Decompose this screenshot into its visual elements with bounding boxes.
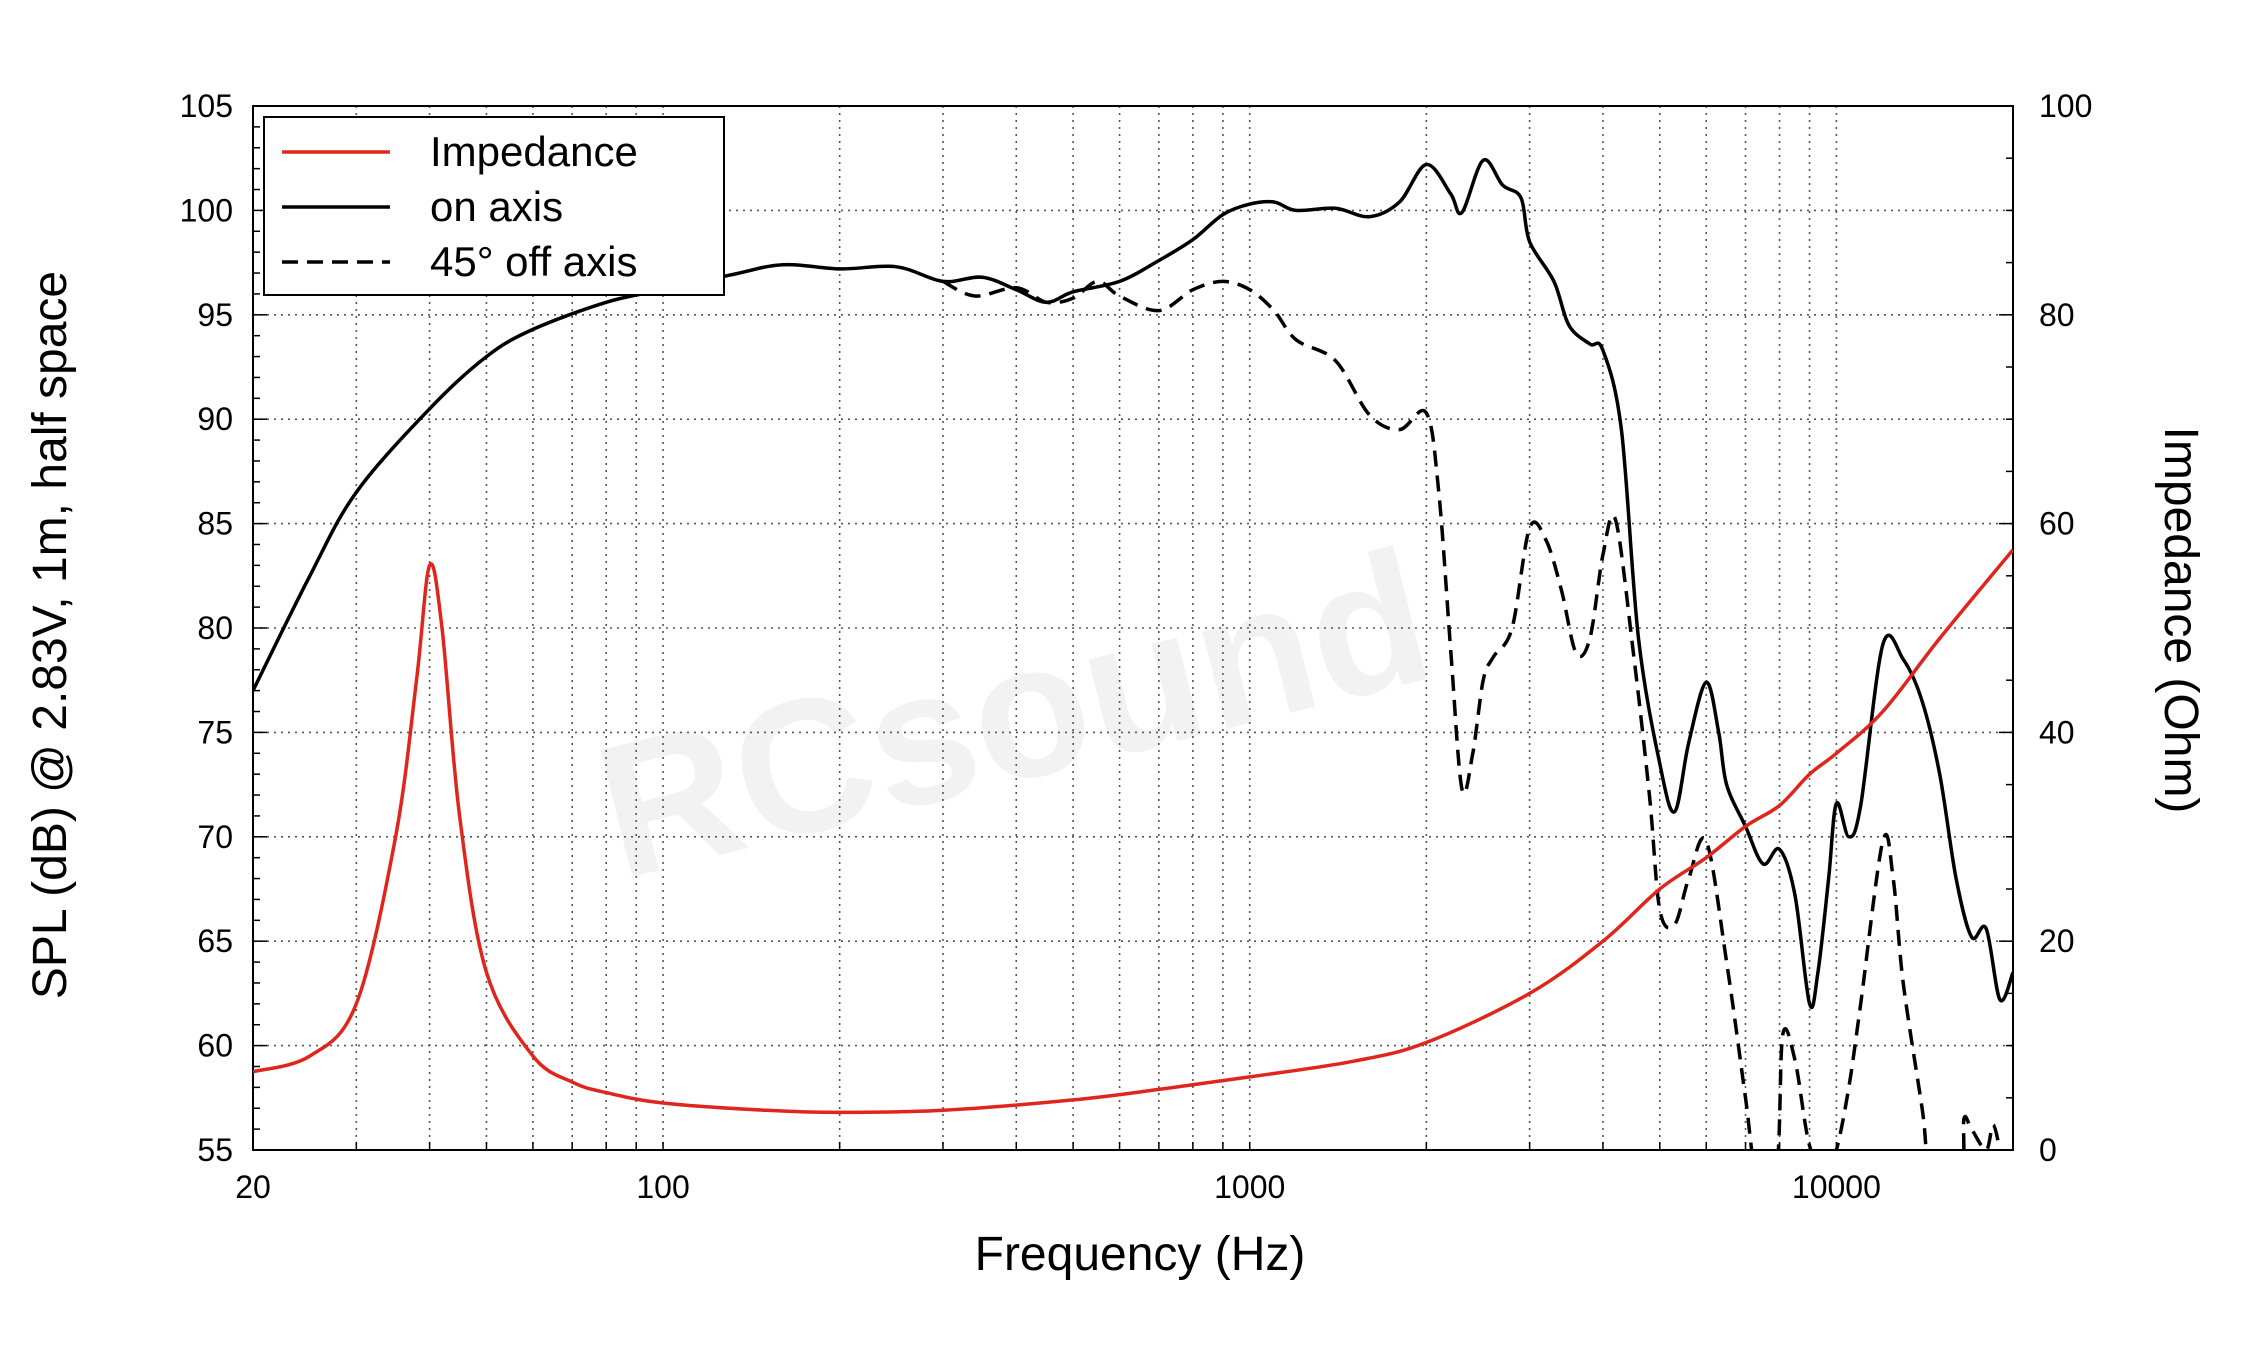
y-tick-label: 95: [197, 297, 233, 333]
x-tick-labels: 20 100 1000 10000: [235, 1169, 1881, 1205]
x-tick-label: 10000: [1792, 1169, 1881, 1205]
grid-lines: [253, 106, 2013, 1150]
y-axis-title: SPL (dB) @ 2.83V, 1m, half space: [24, 271, 77, 999]
y-tick-labels: 55 60 65 70 75 80 85 90 95 100 105: [180, 88, 233, 1168]
y-tick-label: 80: [197, 610, 233, 646]
y-tick-label: 65: [197, 923, 233, 959]
y-tick-label: 60: [197, 1028, 233, 1064]
y2-tick-label: 100: [2039, 88, 2092, 124]
y-tick-label: 85: [197, 506, 233, 542]
x-tick-label: 1000: [1214, 1169, 1285, 1205]
y2-axis-title: Impedance (Ohm): [2154, 427, 2207, 814]
series-line-impedance: [253, 548, 2013, 1115]
axis-ticks: [253, 105, 2013, 1151]
legend-label-45-off-axis: 45° off axis: [430, 238, 637, 285]
y2-tick-label: 60: [2039, 506, 2075, 542]
series-line-on-axis: [253, 158, 2013, 1010]
legend-label-on-axis: on axis: [430, 183, 563, 230]
x-tick-label: 20: [235, 1169, 271, 1205]
y-tick-label: 105: [180, 88, 233, 124]
series-line-45-off-axis: [942, 279, 2002, 1150]
y-tick-label: 100: [180, 192, 233, 228]
y2-tick-label: 0: [2039, 1132, 2057, 1168]
y2-tick-label: 40: [2039, 714, 2075, 750]
x-axis-title: Frequency (Hz): [975, 1228, 1306, 1281]
y2-tick-labels: 0 20 40 60 80 100: [2039, 88, 2092, 1168]
series-layer: [253, 158, 2013, 1150]
legend: Impedance on axis 45° off axis: [263, 116, 725, 296]
watermark: RCsound: [579, 510, 1450, 920]
y-tick-label: 55: [197, 1132, 233, 1168]
legend-label-impedance: Impedance: [430, 128, 638, 175]
y-tick-label: 70: [197, 819, 233, 855]
x-tick-label: 100: [636, 1169, 689, 1205]
y2-tick-label: 20: [2039, 923, 2075, 959]
y2-tick-label: 80: [2039, 297, 2075, 333]
y-tick-label: 90: [197, 401, 233, 437]
y-tick-label: 75: [197, 714, 233, 750]
